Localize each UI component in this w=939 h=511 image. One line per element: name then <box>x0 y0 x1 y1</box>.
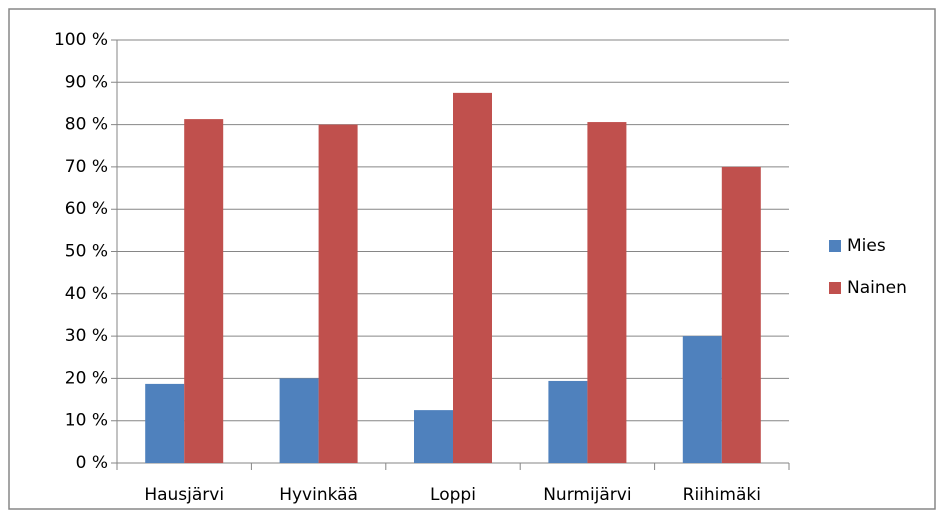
y-tick-label: 0 % <box>76 453 108 473</box>
y-tick-label: 80 % <box>65 115 108 135</box>
y-tick-label: 10 % <box>65 411 108 431</box>
legend-swatch <box>829 282 841 294</box>
x-tick-label: Nurmijärvi <box>543 485 631 505</box>
bar <box>414 410 453 463</box>
legend-swatch <box>829 240 841 252</box>
bar <box>721 166 761 463</box>
y-tick-label: 100 % <box>54 30 108 50</box>
x-tick-label: Riihimäki <box>683 485 761 505</box>
bar <box>145 383 185 463</box>
y-tick-label: 40 % <box>65 284 108 304</box>
y-tick-label: 90 % <box>65 72 108 92</box>
bar <box>184 119 224 463</box>
x-tick-label: Hausjärvi <box>144 485 224 505</box>
legend-label: Nainen <box>847 278 907 298</box>
bar <box>548 380 588 463</box>
y-tick-label: 60 % <box>65 199 108 219</box>
bar <box>279 378 319 463</box>
bar <box>587 122 627 463</box>
y-tick-label: 70 % <box>65 157 108 177</box>
bar <box>682 336 722 463</box>
bar <box>318 124 358 463</box>
y-tick-label: 30 % <box>65 326 108 346</box>
x-tick-label: Loppi <box>430 485 476 505</box>
bar <box>453 92 492 463</box>
legend-label: Mies <box>847 236 886 256</box>
y-tick-label: 20 % <box>65 368 108 388</box>
y-tick-label: 50 % <box>65 242 108 262</box>
x-tick-label: Hyvinkää <box>279 485 358 505</box>
